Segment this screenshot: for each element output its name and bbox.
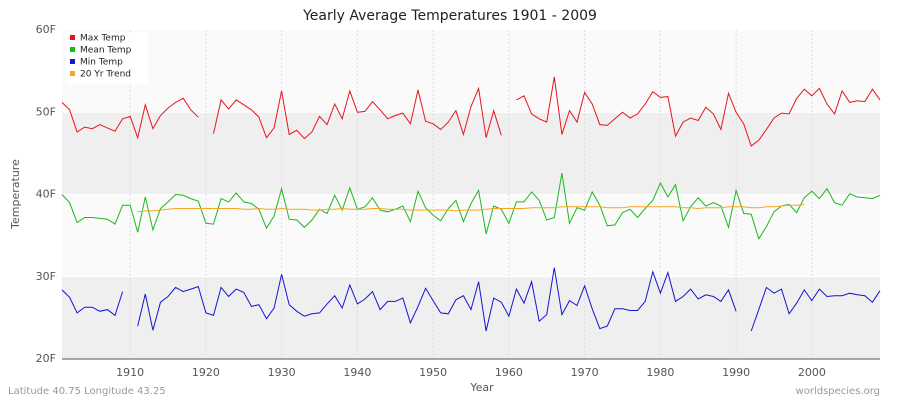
- x-axis-label: Year: [469, 381, 494, 394]
- legend-swatch: [70, 71, 75, 76]
- x-tick-label: 1920: [192, 366, 220, 379]
- y-tick-label: 30F: [36, 270, 56, 283]
- series-line: [61, 76, 881, 147]
- x-tick-label: 1980: [646, 366, 674, 379]
- footer-left: Latitude 40.75 Longitude 43.25: [8, 386, 166, 397]
- legend-box: [66, 32, 148, 84]
- chart-title: Yearly Average Temperatures 1901 - 2009: [302, 8, 597, 24]
- legend-label: Min Temp: [80, 58, 123, 68]
- x-tick-label: 1930: [268, 366, 296, 379]
- legend-label: Max Temp: [80, 34, 126, 44]
- y-tick-label: 20F: [36, 352, 56, 365]
- x-tick-label: 1940: [343, 366, 371, 379]
- series-line: [61, 173, 881, 241]
- legend-label: Mean Temp: [80, 46, 132, 56]
- y-tick-label: 40F: [36, 188, 56, 201]
- x-tick-label: 1990: [722, 366, 750, 379]
- x-tick-label: 1970: [571, 366, 599, 379]
- legend-label: 20 Yr Trend: [80, 70, 131, 80]
- series-line: [137, 203, 805, 213]
- x-tick-label: 1960: [495, 366, 523, 379]
- footer-right: worldspecies.org: [796, 386, 880, 397]
- x-tick-label: 1950: [419, 366, 447, 379]
- y-tick-label: 50F: [36, 105, 56, 118]
- y-axis-label: Temperature: [9, 159, 22, 230]
- series-line: [61, 267, 881, 332]
- y-tick-label: 60F: [36, 23, 56, 36]
- legend-swatch: [70, 35, 75, 40]
- legend-swatch: [70, 47, 75, 52]
- x-tick-label: 2000: [798, 366, 826, 379]
- plot-band: [62, 276, 880, 359]
- x-tick-label: 1910: [116, 366, 144, 379]
- plot-band: [62, 112, 880, 195]
- legend-swatch: [70, 59, 75, 64]
